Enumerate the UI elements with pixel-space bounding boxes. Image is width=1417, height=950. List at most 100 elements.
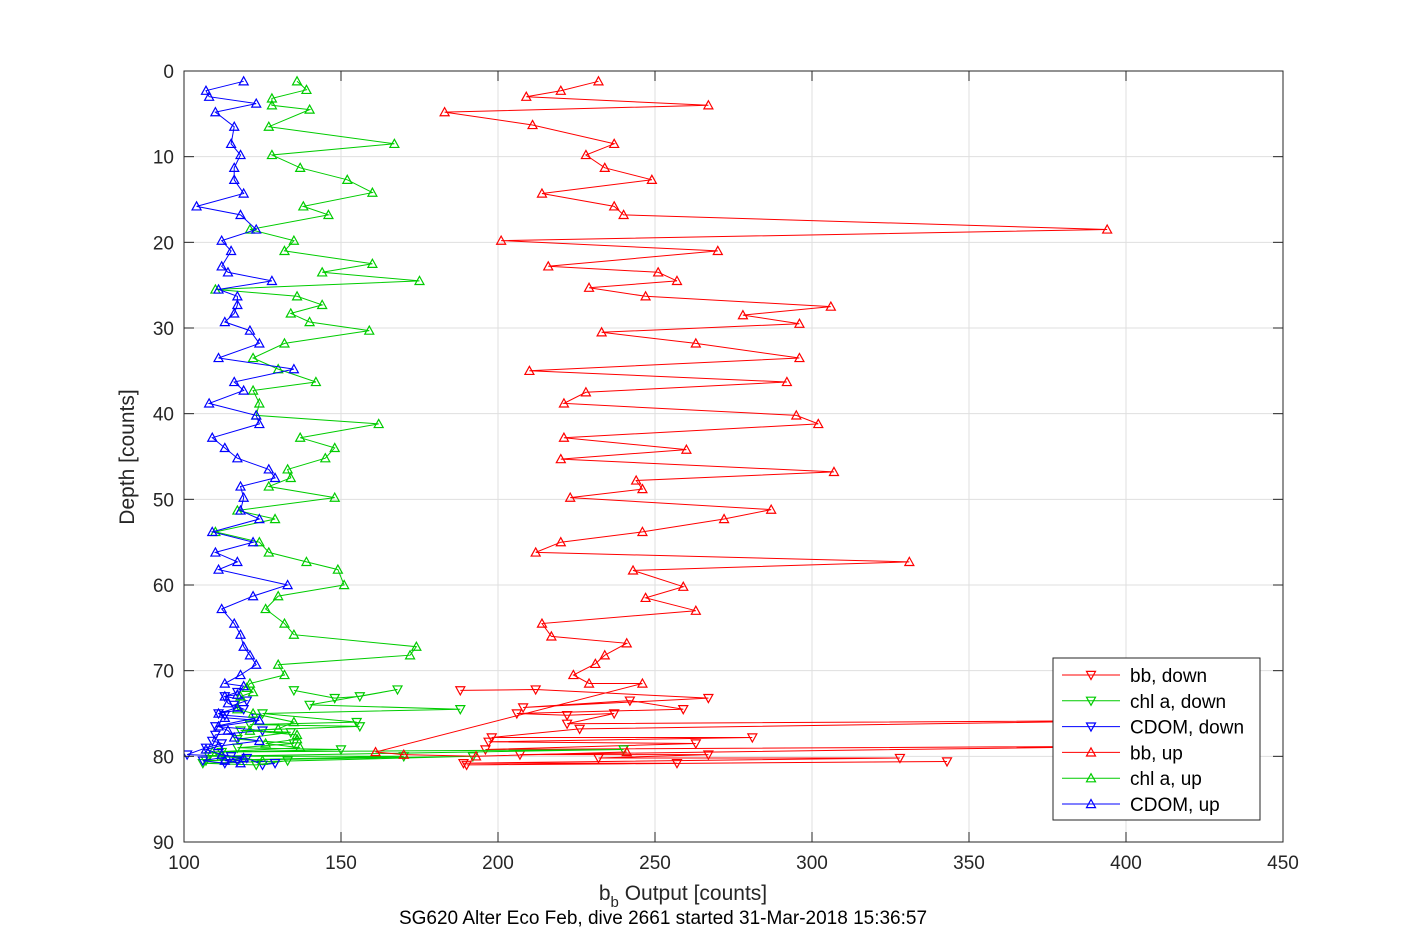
data-point-bb-down [461, 760, 473, 771]
data-point-bb-up [608, 200, 620, 211]
data-point-cdom-up [222, 266, 234, 277]
data-point-bb-up [702, 99, 714, 110]
data-point-bb-up [470, 750, 482, 761]
data-point-cdom-up [253, 418, 265, 429]
data-point-bb-up [790, 409, 802, 420]
data-point-cdom-up [231, 299, 243, 310]
legend-swatch-marker [1085, 798, 1097, 809]
x-tick-label: 250 [639, 853, 671, 874]
data-point-bb-up [793, 352, 805, 363]
data-point-chl-a-up [288, 234, 300, 245]
legend-swatch-marker [1085, 746, 1097, 757]
data-point-bb-down [574, 724, 586, 735]
data-point-bb-up [618, 209, 630, 220]
y-axis-label: Depth [counts] [116, 389, 139, 524]
data-point-bb-up [903, 556, 915, 567]
legend-label: bb, up [1130, 743, 1183, 764]
data-point-chl-a-up [244, 677, 256, 688]
data-point-cdom-up [228, 376, 240, 387]
data-point-chl-a-down [288, 686, 300, 697]
x-axis-label-rest: Output [counts] [619, 882, 767, 905]
data-point-cdom-up [247, 536, 259, 547]
data-point-bb-up [542, 260, 554, 271]
data-point-bb-up [793, 317, 805, 328]
data-point-bb-down [608, 709, 620, 720]
data-point-chl-a-up [266, 99, 278, 110]
data-point-cdom-up [213, 563, 225, 574]
data-point-cdom-up [225, 138, 237, 149]
data-point-chl-a-up [216, 750, 228, 761]
data-point-cdom-up [235, 504, 247, 515]
data-point-bb-up [545, 630, 557, 641]
data-point-cdom-up [228, 120, 240, 131]
series-line-cdom-up [196, 80, 295, 764]
legend-swatch-marker [1085, 722, 1097, 733]
data-point-bb-down [561, 711, 573, 721]
data-point-chl-a-up [294, 162, 306, 173]
data-point-cdom-down [184, 750, 193, 761]
data-point-cdom-down [197, 756, 209, 767]
data-point-cdom-up [238, 752, 250, 763]
data-point-chl-a-up [256, 754, 269, 765]
data-point-chl-a-up [278, 669, 290, 680]
data-point-chl-a-up [253, 397, 265, 408]
data-point-chl-a-up [322, 209, 334, 220]
data-point-bb-up [680, 443, 692, 454]
data-point-cdom-up [263, 463, 275, 474]
data-point-chl-a-up [263, 480, 275, 491]
data-point-chl-a-down [282, 756, 294, 767]
data-point-bb-up [580, 386, 592, 397]
data-point-bb-up [765, 503, 777, 514]
data-point-cdom-up [203, 90, 215, 101]
data-point-chl-a-up [285, 307, 297, 318]
data-point-chl-a-up [388, 138, 400, 149]
data-point-chl-a-up [304, 316, 316, 327]
data-point-cdom-up [222, 724, 234, 735]
legend-label: bb, down [1130, 666, 1207, 687]
data-point-bb-down [894, 753, 906, 764]
data-point-cdom-up [282, 579, 294, 590]
data-point-cdom-up [213, 720, 225, 731]
data-point-bb-down [677, 705, 689, 715]
data-point-chl-a-up [363, 324, 375, 335]
x-tick-label: 400 [1110, 853, 1142, 874]
data-point-bb-down [517, 703, 529, 714]
data-point-cdom-up [191, 200, 203, 211]
data-point-cdom-up [235, 757, 247, 768]
data-point-chl-a-up [282, 463, 294, 474]
data-point-cdom-up [269, 472, 281, 483]
data-point-bb-up [636, 677, 648, 688]
data-point-cdom-up [231, 688, 243, 699]
data-point-cdom-down [241, 696, 253, 707]
data-point-cdom-down [209, 730, 221, 741]
data-point-chl-a-up [310, 376, 322, 387]
data-point-cdom-up [235, 209, 247, 220]
data-point-chl-a-up [266, 149, 278, 160]
data-point-chl-a-down [335, 745, 347, 756]
data-point-bb-up [646, 174, 658, 184]
data-point-chl-a-up [231, 703, 243, 714]
x-tick-label: 100 [168, 853, 200, 874]
y-tick-label: 20 [153, 233, 174, 254]
data-point-cdom-up [219, 677, 231, 688]
data-point-cdom-up [231, 701, 243, 712]
data-point-bb-up [520, 90, 532, 101]
data-point-cdom-up [250, 658, 262, 669]
data-point-chl-a-up [413, 275, 426, 286]
legend-label: CDOM, up [1130, 795, 1220, 816]
data-point-chl-a-down [467, 752, 479, 763]
data-point-bb-up [536, 187, 548, 198]
legend-swatch-marker [1085, 772, 1097, 783]
data-point-cdom-up [219, 690, 231, 701]
series-cdom-up [191, 75, 300, 768]
data-point-bb-up [523, 365, 535, 376]
data-point-cdom-up [238, 384, 250, 395]
data-point-chl-a-up [319, 452, 331, 463]
data-point-bb-up [1101, 223, 1113, 234]
caption: SG620 Alter Eco Feb, dive 2661 started 3… [399, 908, 927, 929]
data-point-cdom-up [253, 735, 265, 746]
data-point-bb-up [527, 119, 539, 130]
data-point-chl-a-up [288, 716, 300, 727]
data-point-chl-a-down [392, 685, 404, 696]
